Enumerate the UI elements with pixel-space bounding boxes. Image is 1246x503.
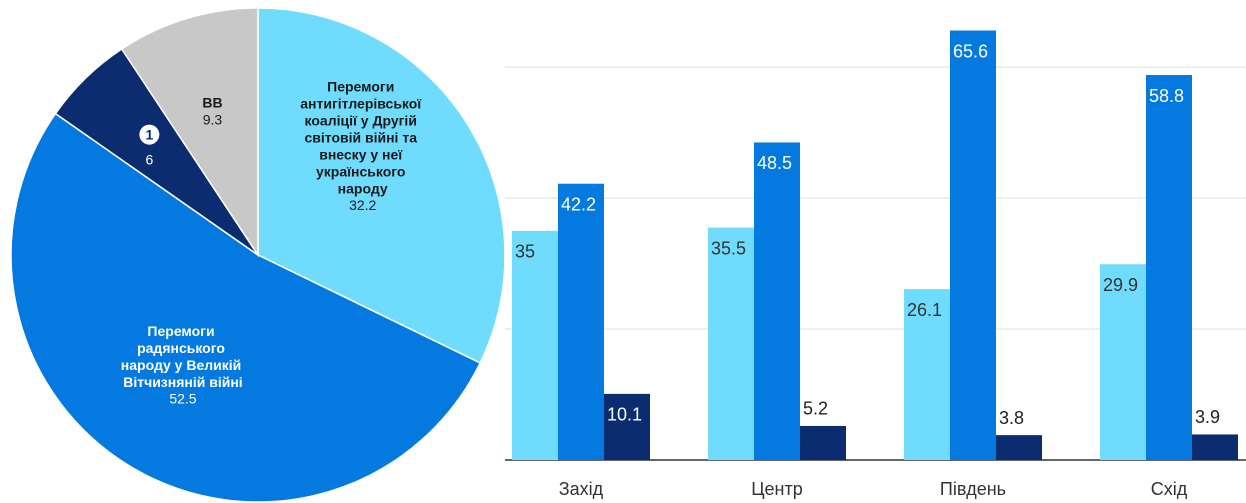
bar-value-label: 3.8 bbox=[999, 408, 1024, 428]
slice-value: 32.2 bbox=[349, 197, 376, 213]
bar bbox=[1192, 434, 1238, 460]
slice-label: Перемоги антигітлерівської коаліції у Др… bbox=[300, 78, 425, 196]
x-tick-label: Південь bbox=[940, 479, 1006, 499]
bar bbox=[950, 30, 996, 461]
bar bbox=[1146, 75, 1192, 460]
slice-label: 1 bbox=[145, 126, 153, 142]
bar bbox=[512, 230, 558, 460]
x-tick-label: Схід bbox=[1151, 479, 1188, 499]
bar-value-label: 26.1 bbox=[907, 300, 942, 320]
bar bbox=[1100, 264, 1146, 460]
bar-value-label: 58.8 bbox=[1149, 86, 1184, 106]
bar bbox=[904, 289, 950, 460]
bar bbox=[800, 425, 846, 460]
bar bbox=[558, 183, 604, 460]
slice-label: ВВ bbox=[202, 94, 222, 110]
label-badge bbox=[139, 124, 160, 145]
pie-slice bbox=[257, 7, 506, 364]
x-tick-label: Захід bbox=[559, 479, 604, 499]
bar-value-label: 35 bbox=[515, 242, 535, 262]
bar bbox=[754, 142, 800, 461]
bar-value-label: 35.5 bbox=[711, 238, 746, 258]
bar-value-label: 3.9 bbox=[1195, 407, 1220, 427]
bar-value-label: 5.2 bbox=[803, 399, 828, 419]
bar-value-label: 48.5 bbox=[757, 153, 792, 173]
bar-value-label: 10.1 bbox=[607, 405, 642, 425]
bar bbox=[996, 435, 1042, 460]
slice-value: 6 bbox=[145, 151, 153, 167]
pie-slice bbox=[10, 112, 482, 503]
bar-value-label: 29.9 bbox=[1103, 275, 1138, 295]
bar bbox=[708, 227, 754, 460]
bar-value-label: 42.2 bbox=[561, 194, 596, 214]
bar bbox=[604, 393, 650, 460]
slice-label: Перемоги радянського народу у Великій Ві… bbox=[121, 323, 245, 390]
pie-slice bbox=[120, 7, 259, 258]
bar-value-label: 65.6 bbox=[953, 41, 988, 61]
x-tick-label: Центр bbox=[751, 479, 803, 499]
slice-value: 9.3 bbox=[203, 111, 223, 127]
slice-value: 52.5 bbox=[169, 391, 196, 407]
